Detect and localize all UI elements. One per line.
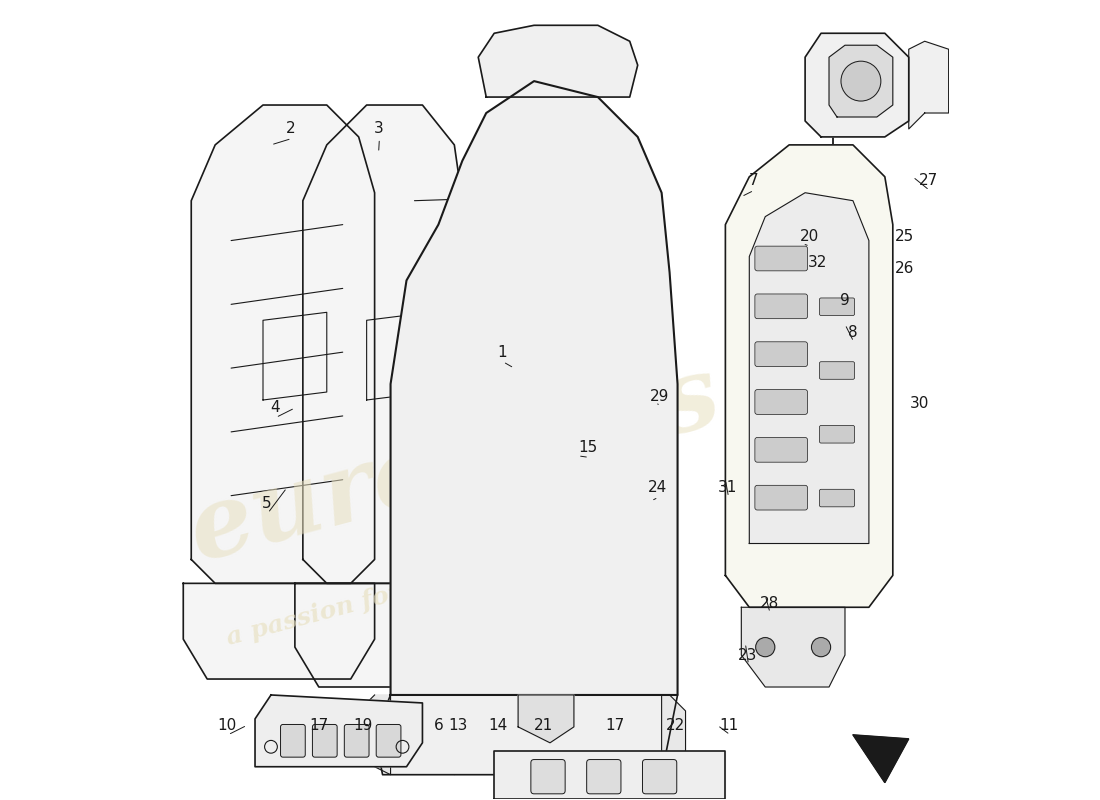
FancyBboxPatch shape bbox=[820, 426, 855, 443]
Polygon shape bbox=[390, 81, 678, 695]
Text: 14: 14 bbox=[488, 718, 508, 733]
Text: europarts: europarts bbox=[178, 346, 730, 581]
FancyBboxPatch shape bbox=[280, 725, 306, 757]
Polygon shape bbox=[725, 145, 893, 607]
Text: 17: 17 bbox=[309, 718, 329, 733]
Polygon shape bbox=[661, 695, 685, 774]
Text: 25: 25 bbox=[895, 229, 914, 244]
FancyBboxPatch shape bbox=[755, 246, 807, 271]
Polygon shape bbox=[375, 695, 678, 774]
Polygon shape bbox=[302, 105, 462, 583]
FancyBboxPatch shape bbox=[755, 486, 807, 510]
Text: 8: 8 bbox=[848, 325, 858, 340]
Text: 26: 26 bbox=[895, 261, 914, 276]
Text: 15: 15 bbox=[579, 440, 598, 455]
Polygon shape bbox=[295, 583, 471, 687]
Text: 31: 31 bbox=[718, 480, 737, 495]
Polygon shape bbox=[852, 735, 909, 782]
Polygon shape bbox=[255, 695, 422, 766]
FancyBboxPatch shape bbox=[642, 759, 676, 794]
Text: 6: 6 bbox=[433, 718, 443, 733]
Text: 7: 7 bbox=[748, 174, 758, 188]
Text: 29: 29 bbox=[650, 389, 670, 403]
Circle shape bbox=[812, 638, 830, 657]
Text: 32: 32 bbox=[807, 255, 827, 270]
Text: 13: 13 bbox=[449, 718, 468, 733]
FancyBboxPatch shape bbox=[312, 725, 337, 757]
Text: 22: 22 bbox=[667, 718, 685, 733]
Circle shape bbox=[756, 638, 774, 657]
FancyBboxPatch shape bbox=[820, 298, 855, 315]
Text: 24: 24 bbox=[648, 480, 668, 495]
FancyBboxPatch shape bbox=[820, 362, 855, 379]
Text: 5: 5 bbox=[262, 496, 272, 511]
FancyBboxPatch shape bbox=[755, 342, 807, 366]
Text: 3: 3 bbox=[374, 122, 384, 137]
Text: 10: 10 bbox=[218, 718, 236, 733]
Polygon shape bbox=[518, 695, 574, 743]
Text: 2: 2 bbox=[286, 122, 296, 137]
Text: a passion for parts since 1985: a passion for parts since 1985 bbox=[223, 518, 637, 650]
Polygon shape bbox=[805, 34, 909, 137]
FancyBboxPatch shape bbox=[755, 438, 807, 462]
FancyBboxPatch shape bbox=[755, 390, 807, 414]
Polygon shape bbox=[829, 46, 893, 117]
Circle shape bbox=[842, 61, 881, 101]
Text: 1: 1 bbox=[497, 345, 507, 360]
Polygon shape bbox=[478, 26, 638, 97]
Text: 28: 28 bbox=[760, 596, 779, 610]
Text: 9: 9 bbox=[840, 293, 850, 308]
Polygon shape bbox=[494, 750, 725, 798]
Text: 23: 23 bbox=[738, 648, 758, 662]
Text: 30: 30 bbox=[910, 397, 928, 411]
Text: 19: 19 bbox=[353, 718, 372, 733]
Polygon shape bbox=[191, 105, 375, 583]
FancyBboxPatch shape bbox=[344, 725, 369, 757]
Text: 20: 20 bbox=[800, 229, 818, 244]
Polygon shape bbox=[359, 695, 390, 774]
FancyBboxPatch shape bbox=[755, 294, 807, 318]
FancyBboxPatch shape bbox=[531, 759, 565, 794]
Text: 21: 21 bbox=[534, 718, 553, 733]
FancyBboxPatch shape bbox=[820, 490, 855, 507]
Polygon shape bbox=[741, 607, 845, 687]
Text: 27: 27 bbox=[920, 174, 938, 188]
Text: 4: 4 bbox=[271, 401, 279, 415]
Polygon shape bbox=[184, 583, 375, 679]
Polygon shape bbox=[749, 193, 869, 543]
Text: 11: 11 bbox=[719, 718, 739, 733]
FancyBboxPatch shape bbox=[586, 759, 622, 794]
Text: 17: 17 bbox=[606, 718, 625, 733]
Polygon shape bbox=[909, 42, 948, 129]
FancyBboxPatch shape bbox=[376, 725, 400, 757]
